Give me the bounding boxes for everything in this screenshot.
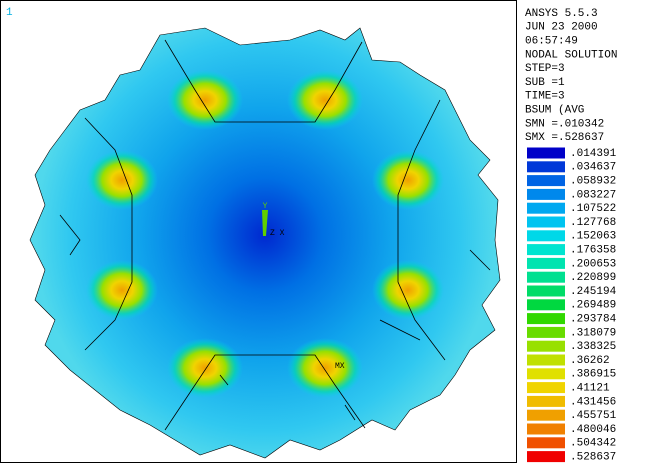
header-line: BSUM (AVG [525, 105, 584, 117]
legend-swatch [527, 258, 565, 269]
legend: .014391 .034637 .058932.083227 .107522 .1277… [527, 148, 617, 464]
legend-swatch [527, 396, 565, 407]
legend-label: .480046 [570, 424, 616, 436]
legend-swatch [527, 410, 565, 421]
ansys-window: 1 Y Z X MX ANSYS 5.5.3 JUN 23 2000 06:57:4… [0, 0, 651, 464]
legend-label: .455751 [570, 410, 617, 422]
header-line: SMX =.528637 [525, 132, 604, 144]
legend-swatch [527, 217, 565, 228]
legend-label: .058932 [570, 176, 616, 188]
legend-label: .528637 [570, 452, 616, 464]
legend-label: .083227 [570, 189, 616, 201]
legend-swatch [527, 355, 565, 366]
legend-swatch [527, 175, 565, 186]
header-line: JUN 23 2000 [525, 22, 598, 34]
legend-label: .127768 [570, 217, 616, 229]
legend-swatch [527, 341, 565, 352]
legend-swatch [527, 437, 565, 448]
legend-label: .034637 [570, 162, 616, 174]
legend-swatch [527, 299, 565, 310]
legend-swatch [527, 272, 565, 283]
legend-label: .293784 [570, 314, 617, 326]
legend-swatch [527, 161, 565, 172]
legend-swatch [527, 189, 565, 200]
header-line: TIME=3 [525, 91, 565, 103]
legend-label: .107522 [570, 203, 616, 215]
legend-label: .245194 [570, 286, 617, 298]
legend-label: .269489 [570, 300, 616, 312]
window-number: 1 [6, 7, 13, 19]
legend-swatch [527, 286, 565, 297]
header-line: SUB =1 [525, 77, 565, 89]
legend-label: .338325 [570, 341, 616, 353]
legend-swatch [527, 368, 565, 379]
header-line: NODAL SOLUTION [525, 49, 617, 61]
legend-label: .431456 [570, 396, 616, 408]
legend-swatch [527, 148, 565, 159]
legend-swatch [527, 313, 565, 324]
page: 1 Y Z X MX ANSYS 5.5.3 JUN 23 2000 06:57:4… [0, 0, 651, 464]
legend-label: .220899 [570, 272, 616, 284]
legend-swatch [527, 327, 565, 338]
legend-label: .152063 [570, 231, 616, 243]
legend-label: .318079 [570, 327, 616, 339]
legend-label: .41121 [570, 383, 610, 395]
legend-swatch [527, 244, 565, 255]
legend-swatch [527, 424, 565, 435]
legend-label: .176358 [570, 245, 616, 257]
legend-label: .504342 [570, 438, 616, 450]
header-line: ANSYS 5.5.3 [525, 8, 598, 20]
header-line: 06:57:49 [525, 36, 578, 48]
legend-label: .386915 [570, 369, 616, 381]
legend-swatch [527, 203, 565, 214]
legend-swatch [527, 230, 565, 241]
legend-label: .200653 [570, 258, 616, 270]
triad-zx: Z X [270, 229, 285, 238]
legend-swatch [527, 451, 565, 462]
max-marker: MX [335, 362, 345, 371]
header-line: STEP=3 [525, 63, 565, 75]
legend-swatch [527, 382, 565, 393]
legend-label: .36262 [570, 355, 610, 367]
triad-y: Y [263, 202, 268, 211]
legend-label: .014391 [570, 148, 617, 160]
header-line: SMN =.010342 [525, 118, 604, 130]
